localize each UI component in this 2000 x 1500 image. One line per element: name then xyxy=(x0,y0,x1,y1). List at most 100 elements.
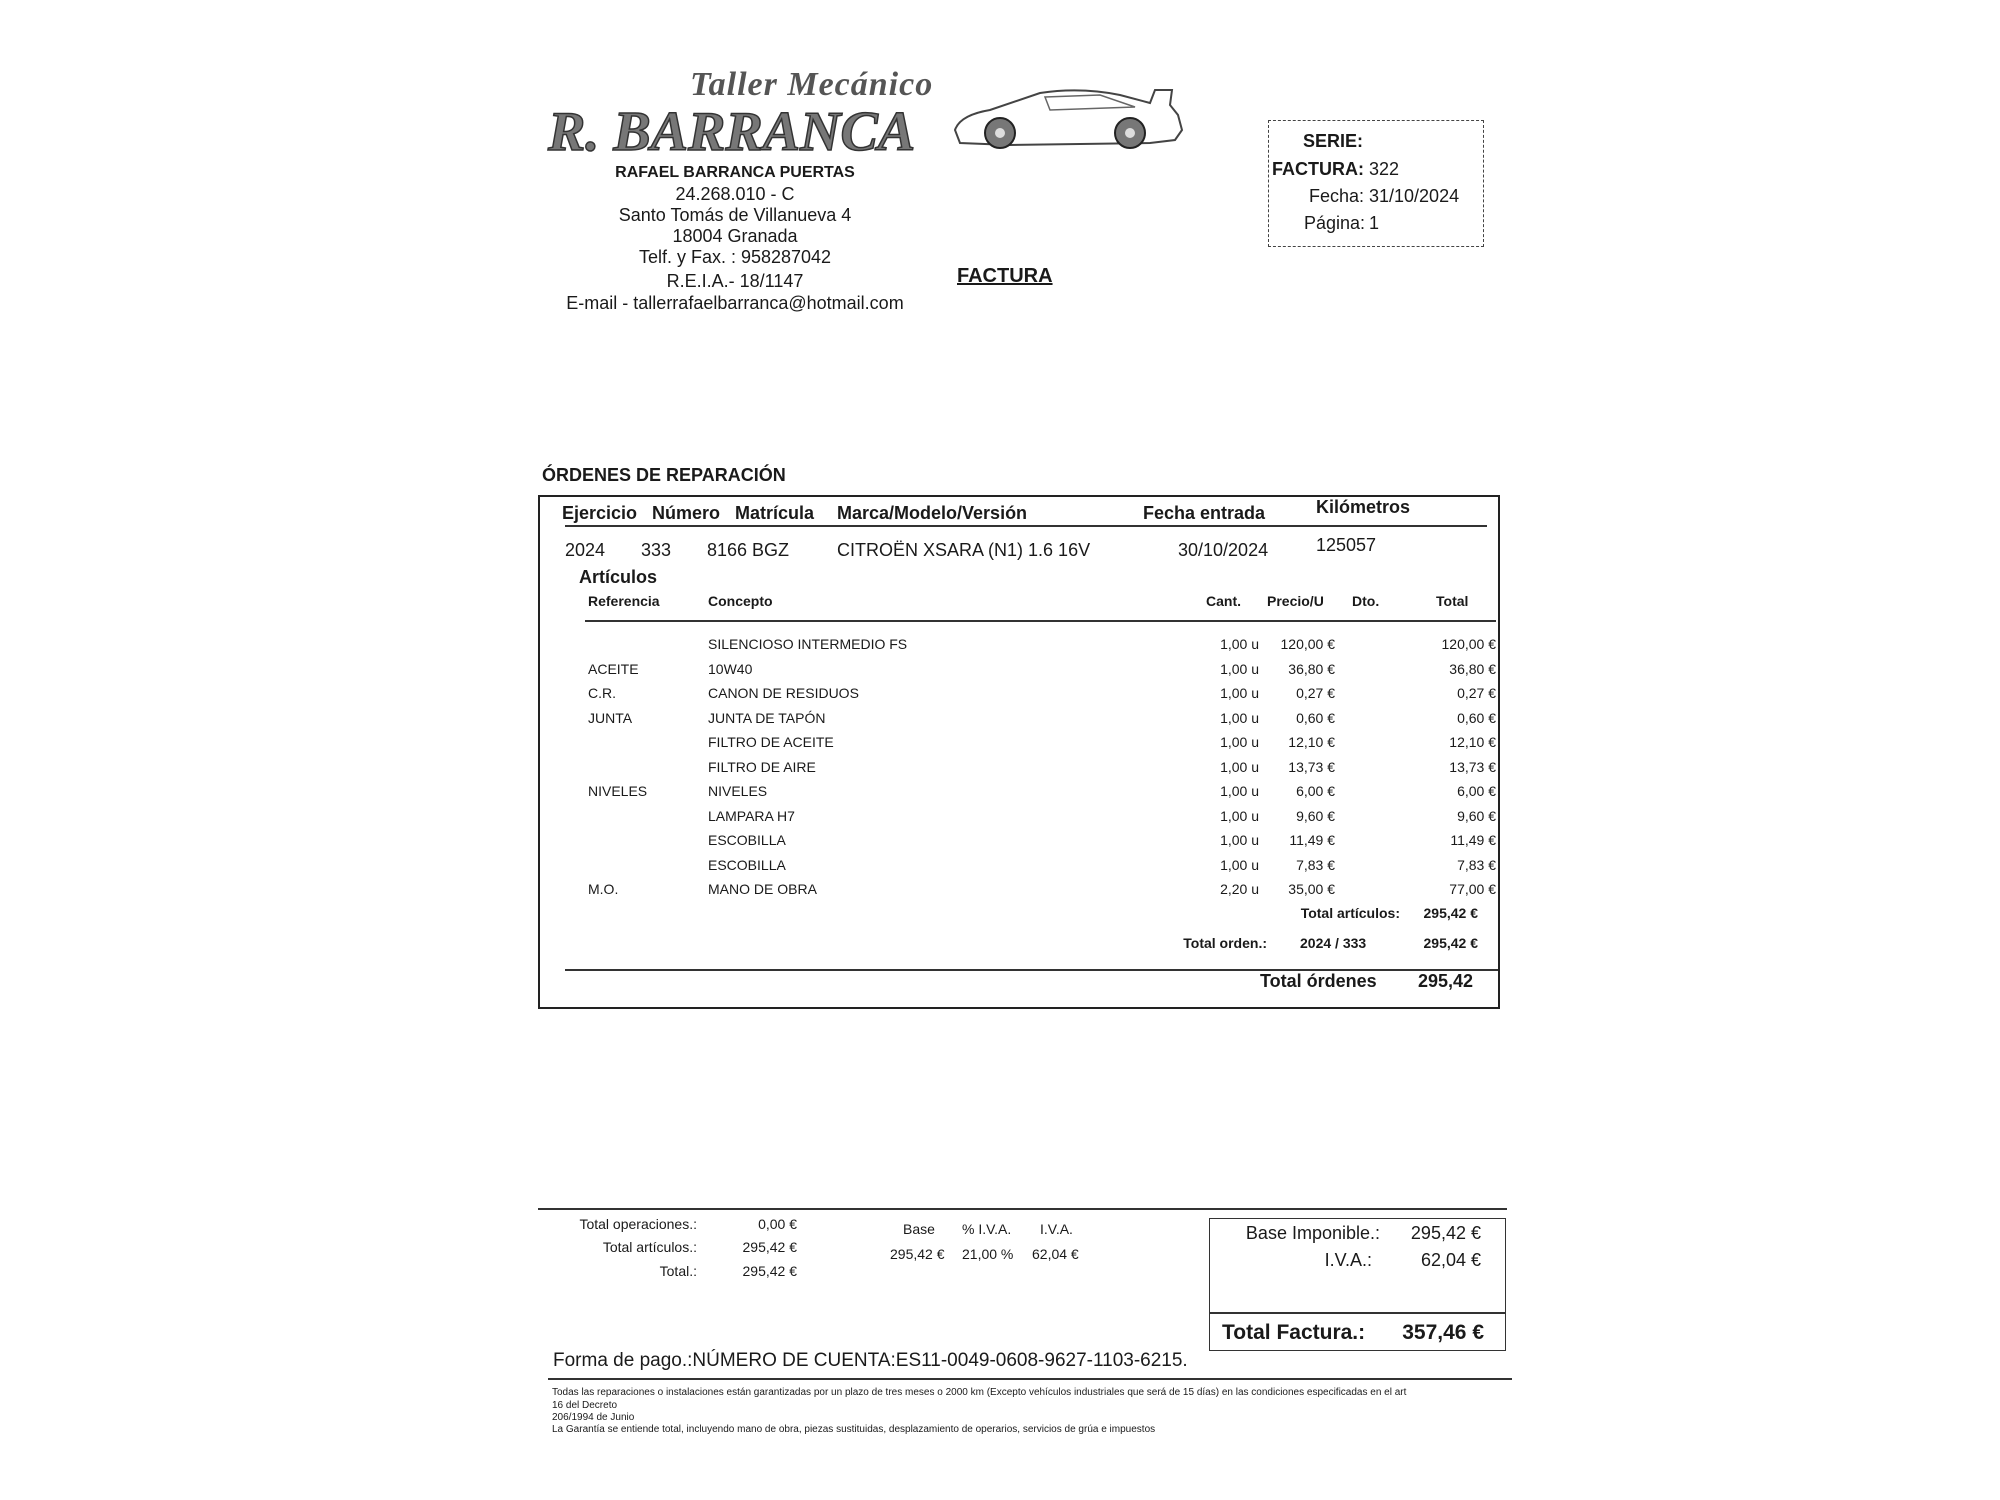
article-concepto: ESCOBILLA xyxy=(708,832,786,848)
article-concepto: LAMPARA H7 xyxy=(708,807,795,824)
orders-section-title: ÓRDENES DE REPARACIÓN xyxy=(542,465,786,485)
divider xyxy=(565,525,1487,527)
total-articulos-value: 295,42 € xyxy=(1423,905,1479,921)
total-ordenes-value: 295,42 xyxy=(1417,971,1473,991)
total-factura-value: 357,46 € xyxy=(1402,1321,1484,1344)
col-kilometros: Kilómetros xyxy=(1316,497,1411,517)
fecha-label: Fecha: xyxy=(1309,186,1365,206)
total-orden-ref: 2024 / 333 xyxy=(1300,935,1367,951)
article-precio: 36,80 € xyxy=(1288,660,1335,677)
total-factura-label: Total Factura.: xyxy=(1222,1321,1366,1344)
fecha-value: 31/10/2024 xyxy=(1369,186,1460,206)
article-total: 6,00 € xyxy=(1457,783,1496,799)
total-orden-label: Total orden.: xyxy=(1183,935,1267,951)
article-precio: 0,27 € xyxy=(1296,685,1335,701)
article-concepto: SILENCIOSO INTERMEDIO FS xyxy=(708,636,908,652)
article-precio: 6,00 € xyxy=(1296,783,1335,799)
article-concepto: NIVELES xyxy=(708,783,768,799)
article-cantidad: 1,00 u xyxy=(1220,709,1259,726)
legal-text: 206/1994 de Junio xyxy=(552,1412,635,1423)
divider xyxy=(1210,1312,1505,1314)
article-cantidad: 1,00 u xyxy=(1220,636,1259,652)
col-concepto: Concepto xyxy=(708,593,773,609)
logo-name: R. BARRANCA xyxy=(547,101,916,163)
article-total: 11,49 € xyxy=(1450,832,1496,848)
article-precio: 35,00 € xyxy=(1288,881,1335,897)
article-cantidad: 1,00 u xyxy=(1220,685,1259,701)
article-precio: 120,00 € xyxy=(1280,636,1336,652)
article-precio: 12,10 € xyxy=(1288,734,1335,750)
company-reia: R.E.I.A.- 18/1147 xyxy=(666,271,804,291)
article-referencia: JUNTA xyxy=(588,709,633,726)
article-total: 120,00 € xyxy=(1441,636,1497,652)
article-referencia: C.R. xyxy=(588,685,616,701)
article-cantidad: 2,20 u xyxy=(1220,881,1259,897)
factura-number: 322 xyxy=(1369,159,1400,179)
article-cantidad: 1,00 u xyxy=(1220,832,1259,848)
article-precio: 0,60 € xyxy=(1296,709,1335,726)
order-fecha: 30/10/2024 xyxy=(1178,540,1269,560)
logo-tagline: Taller Mecánico xyxy=(690,66,934,103)
company-address: Santo Tomás de Villanueva 4 xyxy=(618,205,852,225)
divider xyxy=(565,969,1498,971)
col-numero: Número xyxy=(652,503,721,523)
article-cantidad: 1,00 u xyxy=(1220,807,1259,824)
article-total: 7,83 € xyxy=(1457,856,1496,873)
articles-title: Artículos xyxy=(579,567,658,587)
article-precio: 7,83 € xyxy=(1296,856,1335,873)
base-imponible-label: Base Imponible.: xyxy=(1245,1223,1380,1243)
base-imponible-value: 295,42 € xyxy=(1410,1223,1481,1243)
company-city: 18004 Granada xyxy=(672,226,798,246)
col-total: Total xyxy=(1436,593,1469,609)
order-ejercicio: 2024 xyxy=(565,540,606,560)
article-referencia: M.O. xyxy=(588,881,619,897)
article-cantidad: 1,00 u xyxy=(1220,734,1259,750)
iva-value: 62,04 € xyxy=(1420,1250,1481,1270)
divider xyxy=(538,1208,1507,1210)
summary-total-articulos-label: Total artículos.: xyxy=(602,1239,697,1255)
divider xyxy=(585,620,1496,622)
total-operaciones-label: Total operaciones.: xyxy=(579,1216,697,1232)
col-dto: Dto. xyxy=(1352,593,1380,609)
orders-table xyxy=(538,495,1500,1009)
document-title: FACTURA xyxy=(957,265,1053,287)
iva-label: I.V.A.: xyxy=(1324,1250,1372,1270)
article-referencia: ACEITE xyxy=(588,660,639,677)
tax-iva: 62,04 € xyxy=(1032,1246,1079,1262)
col-cantidad: Cant. xyxy=(1206,593,1241,609)
article-total: 9,60 € xyxy=(1457,807,1496,824)
order-vehiculo: CITROËN XSARA (N1) 1.6 16V xyxy=(837,540,1091,560)
car-logo-icon xyxy=(953,89,1184,149)
legal-text: 16 del Decreto xyxy=(552,1400,618,1411)
legal-text: Todas las reparaciones o instalaciones e… xyxy=(552,1387,1407,1398)
article-cantidad: 1,00 u xyxy=(1220,783,1259,799)
total-orden-value: 295,42 € xyxy=(1423,935,1479,951)
col-precio: Precio/U xyxy=(1267,593,1324,609)
col-ejercicio: Ejercicio xyxy=(562,503,638,523)
col-marca-modelo: Marca/Modelo/Versión xyxy=(837,503,1028,523)
article-total: 77,00 € xyxy=(1449,881,1496,897)
pagina-label: Página: xyxy=(1304,213,1366,233)
article-precio: 11,49 € xyxy=(1289,832,1335,848)
tax-header-iva: I.V.A. xyxy=(1040,1221,1073,1237)
tax-header-base: Base xyxy=(903,1221,935,1237)
company-name: RAFAEL BARRANCA PUERTAS xyxy=(615,164,855,181)
pagina-value: 1 xyxy=(1369,213,1380,233)
tax-base: 295,42 € xyxy=(890,1246,945,1262)
invoice-info-box: SERIE: FACTURA: 322 Fecha: 31/10/2024 Pá… xyxy=(1268,120,1484,247)
factura-label: FACTURA: xyxy=(1272,159,1364,179)
col-referencia: Referencia xyxy=(588,593,660,609)
total-articulos-label: Total artículos: xyxy=(1300,905,1400,921)
tax-header-pct: % I.V.A. xyxy=(962,1221,1012,1237)
article-precio: 9,60 € xyxy=(1296,807,1335,824)
article-total: 0,60 € xyxy=(1457,709,1496,726)
article-cantidad: 1,00 u xyxy=(1220,758,1259,775)
article-concepto: FILTRO DE AIRE xyxy=(708,758,816,775)
article-cantidad: 1,00 u xyxy=(1220,856,1259,873)
order-matricula: 8166 BGZ xyxy=(707,540,790,560)
col-fecha-entrada: Fecha entrada xyxy=(1143,503,1266,523)
article-referencia: NIVELES xyxy=(588,783,648,799)
divider xyxy=(548,1378,1512,1380)
article-concepto: CANON DE RESIDUOS xyxy=(708,685,859,701)
total-operaciones-value: 0,00 € xyxy=(758,1216,797,1232)
